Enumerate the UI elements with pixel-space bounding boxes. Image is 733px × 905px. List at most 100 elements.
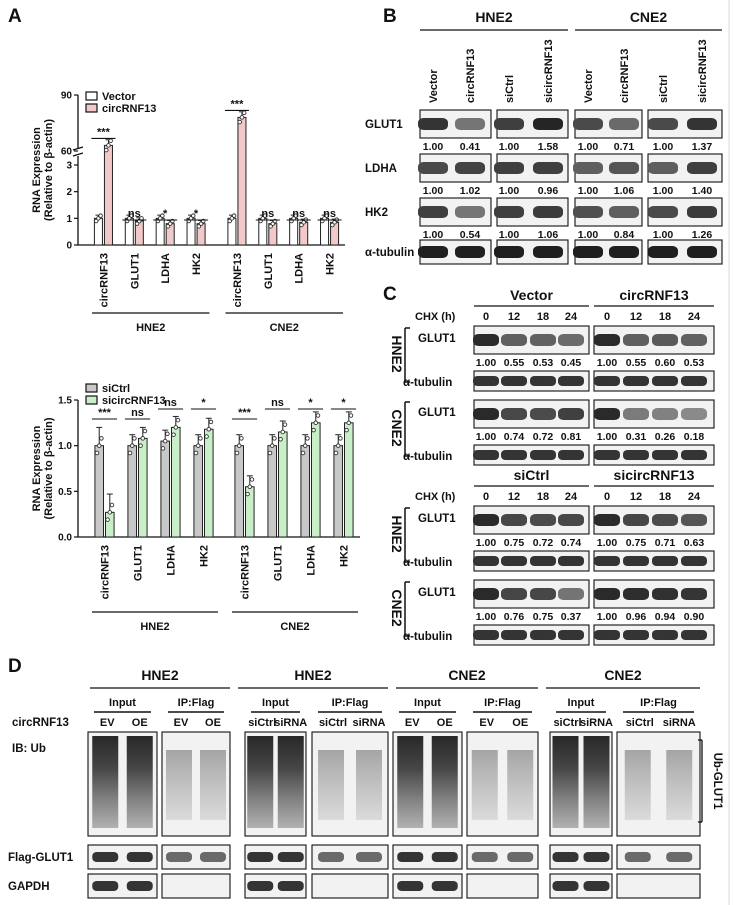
bar [311,422,321,538]
cell-line-header: HNE2 [294,667,332,683]
quant-value: 1.00 [476,611,497,623]
blot-band [681,514,707,526]
blot-band [623,408,649,420]
ub-smear [200,750,226,820]
ub-smear [471,750,498,820]
blot-band [623,514,649,526]
quant-value: 1.40 [692,185,713,197]
data-point [247,484,253,490]
subgroup-label: IP:Flag [332,697,369,709]
data-point [138,443,143,448]
y-tick-label: 1 [66,214,72,225]
blot-band [666,852,693,862]
quant-value: 1.00 [499,141,520,153]
blot-band [609,206,639,218]
quant-value: 1.00 [578,229,599,241]
blot-band [594,408,620,420]
lane-label: siCtrl [319,717,347,729]
y-tick-label: 1.0 [58,441,72,452]
data-point [231,213,237,218]
blot-band [652,408,678,420]
bar [105,511,115,538]
timepoint-label: 18 [537,311,549,323]
x-tick-label: LDHA [160,253,172,284]
bar [160,440,170,538]
timepoint-label: 0 [483,491,489,503]
chx-label: CHX (h) [415,491,456,503]
data-point [171,432,176,437]
timepoint-label: 24 [565,491,578,503]
lane-label: circRNF13 [619,49,631,103]
y-axis-subtitle: (Relative to β-actin) [43,119,55,221]
quant-value: 0.75 [626,537,647,549]
y-tick-label: 0 [66,241,72,252]
bar [103,144,113,246]
lane-label: OE [205,717,221,729]
data-point [105,517,110,522]
lane-label: sicircRNF13 [543,39,555,103]
blot-band [473,408,499,420]
blot-band [277,881,304,891]
data-point [173,425,179,430]
quant-value: 1.00 [476,357,497,369]
timepoint-label: 24 [688,491,701,503]
timepoint-label: 0 [604,491,610,503]
legend-swatch [85,395,98,405]
significance-label: * [194,208,199,220]
lane-label: sicircRNF13 [697,39,709,103]
blot-band [648,246,678,258]
x-tick-label: circRNF13 [100,545,112,599]
blot-band [687,162,717,174]
panel-label-c: C [383,284,397,305]
significance-label: ns [261,208,274,220]
row-label: α-tubulin [403,451,452,463]
blot-band [501,556,527,566]
blot-band [533,206,563,218]
data-point [269,443,275,448]
blot-band [573,206,603,218]
quant-value: 1.06 [538,229,559,241]
blot-band [652,376,678,386]
ub-smear [507,750,534,820]
blot-band [455,206,485,218]
lane-label: OE [512,717,528,729]
data-point [108,138,113,143]
quant-value: 0.71 [655,537,676,549]
data-point [175,417,181,423]
data-point [311,427,316,433]
blot-strip [466,873,539,899]
x-tick-label: GLUT1 [273,545,285,581]
blot-band [247,852,274,862]
ub-smear [356,750,382,820]
blot-band [473,588,499,600]
y-axis-title: RNA Expression [31,127,43,213]
blot-band [473,556,499,566]
blot-band [594,334,620,346]
y-tick-label: 1.5 [58,396,72,407]
timepoint-label: 18 [537,491,549,503]
blot-band [681,450,707,460]
data-point [239,115,245,120]
blot-band [501,630,527,640]
blot-band [594,514,620,526]
blot-band [681,630,707,640]
blot-band [558,588,584,600]
blot-strip [616,873,701,899]
x-tick-label: HK2 [325,253,337,275]
blot-band [397,852,424,862]
row-label: GAPDH [8,881,50,893]
data-point [204,434,209,439]
subgroup-label: IP:Flag [640,697,677,709]
data-point [344,427,349,433]
quant-value: 1.00 [476,537,497,549]
blot-band [681,376,707,386]
y-tick-label: 0.0 [58,533,72,544]
quant-value: 0.41 [460,141,481,153]
blot-band [473,376,499,386]
blot-band [92,881,119,891]
data-point [313,420,319,426]
group-label: HNE2 [136,322,165,334]
row-label: Flag-GLUT1 [8,852,74,864]
blot-band [652,334,678,346]
quant-value: 1.00 [578,185,599,197]
